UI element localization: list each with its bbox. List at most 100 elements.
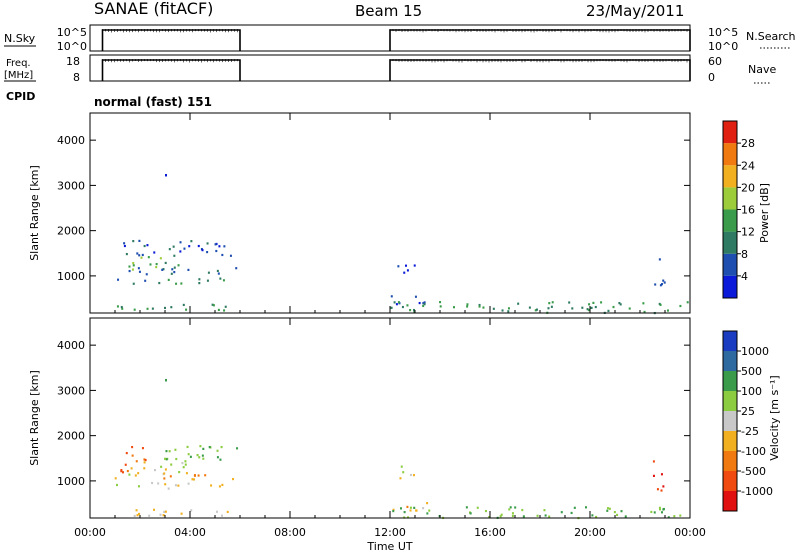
data-cell bbox=[138, 512, 141, 516]
data-cell bbox=[660, 489, 663, 492]
data-cell bbox=[180, 282, 183, 285]
data-cell bbox=[663, 281, 666, 284]
data-cell bbox=[423, 303, 426, 306]
y-tick-label: 1000 bbox=[57, 475, 85, 488]
data-cell bbox=[409, 509, 412, 512]
data-cell bbox=[147, 256, 150, 259]
data-cell bbox=[235, 267, 238, 270]
data-cell bbox=[686, 301, 689, 304]
data-cell bbox=[218, 245, 221, 248]
data-cell bbox=[137, 267, 140, 270]
data-cell bbox=[660, 511, 663, 514]
y-tick-label: 2000 bbox=[57, 430, 85, 443]
data-cell bbox=[404, 264, 407, 267]
velocity-panel: 4000 3000 2000 1000 bbox=[57, 339, 690, 520]
data-cell bbox=[149, 263, 152, 266]
velocity-colorbar-frame bbox=[722, 330, 738, 512]
data-cell bbox=[412, 474, 415, 477]
data-cell bbox=[167, 487, 170, 490]
data-cell bbox=[170, 463, 173, 466]
data-cell bbox=[136, 514, 139, 517]
cpid-value: normal (fast) 151 bbox=[94, 95, 212, 109]
data-cell bbox=[592, 301, 595, 304]
data-cell bbox=[144, 458, 147, 462]
data-cell bbox=[492, 307, 495, 310]
power-colorbar-tick-label: 16 bbox=[741, 204, 755, 217]
data-cell bbox=[586, 308, 589, 311]
data-cell bbox=[140, 256, 143, 259]
data-cell bbox=[131, 454, 134, 457]
data-cell bbox=[207, 271, 210, 274]
data-cell bbox=[177, 264, 180, 267]
data-cell bbox=[155, 262, 158, 266]
data-cell bbox=[123, 242, 126, 245]
data-cell bbox=[162, 268, 165, 271]
data-cell bbox=[131, 445, 134, 449]
data-cell bbox=[170, 306, 173, 309]
data-cell bbox=[587, 308, 590, 312]
data-cell bbox=[168, 450, 171, 453]
data-cell bbox=[165, 458, 168, 461]
data-cell bbox=[210, 484, 213, 487]
data-cell bbox=[426, 512, 429, 515]
data-cell bbox=[153, 508, 156, 511]
data-cell bbox=[134, 474, 137, 477]
velocity-colorbar-swatch bbox=[723, 431, 737, 451]
data-cell bbox=[174, 448, 177, 451]
data-cell bbox=[392, 509, 395, 513]
data-cell bbox=[177, 484, 180, 487]
velocity-colorbar-swatch bbox=[723, 411, 737, 431]
velocity-colorbar-tick-label: 500 bbox=[741, 365, 762, 378]
data-cell bbox=[400, 465, 403, 468]
data-cell bbox=[221, 483, 224, 487]
data-cell bbox=[173, 254, 176, 257]
data-cell bbox=[179, 250, 182, 253]
data-cell bbox=[223, 245, 226, 248]
data-cell bbox=[401, 305, 404, 309]
strip-segment-0 bbox=[101, 59, 241, 81]
data-cell bbox=[666, 309, 669, 312]
data-cell bbox=[413, 264, 416, 267]
data-cell bbox=[619, 303, 622, 306]
data-cell bbox=[130, 467, 133, 470]
nsky-label: N.Sky bbox=[4, 32, 36, 45]
data-cell bbox=[659, 303, 662, 306]
data-cell bbox=[143, 461, 146, 464]
beam-title: Beam 15 bbox=[355, 2, 422, 20]
data-cell bbox=[581, 306, 584, 309]
data-cell bbox=[534, 309, 537, 312]
data-cell bbox=[144, 279, 147, 282]
data-cell bbox=[478, 303, 481, 307]
data-cell bbox=[658, 258, 661, 261]
data-cell bbox=[173, 270, 176, 274]
data-cell bbox=[409, 473, 412, 477]
data-cell bbox=[133, 308, 136, 311]
x-axis-label: Time UT bbox=[366, 540, 412, 553]
data-cell bbox=[595, 515, 598, 519]
freq-label-line1: Freq. bbox=[6, 58, 31, 69]
data-cell bbox=[409, 506, 412, 509]
nave-tick-top: 60 bbox=[708, 55, 722, 68]
data-cell bbox=[584, 506, 587, 509]
data-cell bbox=[206, 279, 209, 282]
data-cell bbox=[413, 310, 416, 313]
data-cell bbox=[643, 310, 646, 314]
data-cell bbox=[399, 477, 402, 480]
data-cell bbox=[511, 514, 514, 518]
data-cell bbox=[501, 309, 504, 312]
data-cell bbox=[145, 273, 148, 276]
data-cell bbox=[137, 472, 140, 475]
data-cell bbox=[393, 301, 396, 304]
data-cell bbox=[397, 265, 400, 268]
data-cell bbox=[186, 445, 189, 449]
data-cell bbox=[128, 265, 131, 268]
data-cell bbox=[413, 506, 416, 509]
data-cell bbox=[183, 247, 186, 250]
data-cell bbox=[132, 240, 135, 243]
data-cell bbox=[521, 508, 524, 512]
y-tick-label: 1000 bbox=[57, 270, 85, 283]
x-tick-label: 04:00 bbox=[174, 526, 206, 539]
freq-label-line2: [MHz] bbox=[4, 70, 33, 81]
data-cell bbox=[187, 482, 190, 485]
data-cell bbox=[409, 309, 412, 312]
